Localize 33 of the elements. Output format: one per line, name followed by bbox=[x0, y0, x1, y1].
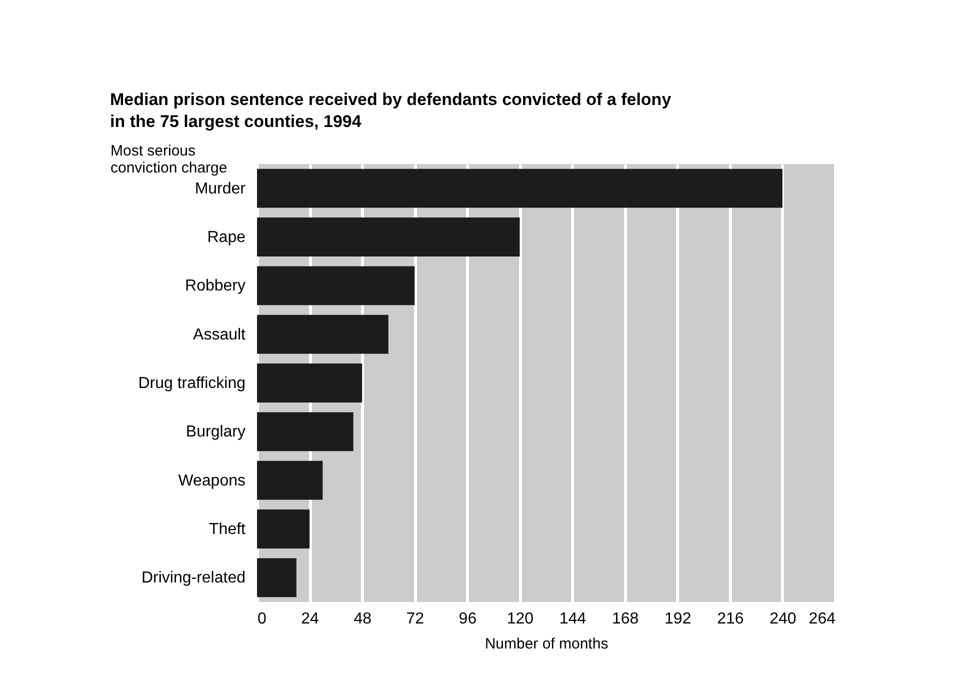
x-tick-label: 168 bbox=[612, 610, 639, 628]
x-tick-label: 120 bbox=[506, 610, 534, 628]
x-tick-label: 192 bbox=[664, 610, 692, 628]
x-tick-label: 0 bbox=[258, 610, 266, 628]
bar bbox=[257, 364, 362, 402]
bar bbox=[257, 314, 388, 354]
bar bbox=[257, 218, 520, 256]
bar bbox=[257, 510, 310, 548]
chart-title: Median prison sentence received by defendants convicted of a felony in the 75 largest counties, 1994 bbox=[110, 90, 672, 131]
x-axis-title: Number of months bbox=[484, 636, 608, 652]
x-tick-label: 216 bbox=[717, 610, 744, 628]
x-tick-label: 144 bbox=[559, 610, 586, 628]
y-tick-label: Robbery bbox=[185, 278, 246, 295]
bar bbox=[257, 558, 296, 598]
x-tick-label: 96 bbox=[458, 610, 477, 628]
x-tick-label: 264 bbox=[808, 610, 836, 628]
x-tick-label: 48 bbox=[354, 610, 372, 628]
y-tick-label: Rape bbox=[207, 229, 246, 246]
y-tick-label: Weapons bbox=[178, 472, 246, 490]
y-tick-label: Burglary bbox=[186, 424, 246, 441]
x-tick-label: 24 bbox=[301, 610, 320, 628]
x-tick-label: 72 bbox=[406, 610, 424, 628]
y-tick-label: Assault bbox=[193, 326, 246, 344]
bar bbox=[257, 412, 354, 452]
bar bbox=[257, 460, 323, 500]
y-tick-label: Driving-related bbox=[141, 570, 246, 587]
bar bbox=[257, 168, 782, 208]
y-tick-label: Murder bbox=[194, 180, 246, 198]
y-tick-label: Theft bbox=[209, 521, 246, 538]
y-tick-label: Drug trafficking bbox=[138, 375, 246, 392]
x-tick-label: 240 bbox=[770, 610, 796, 628]
y-axis-title: Most serious conviction charge bbox=[110, 142, 228, 176]
bar bbox=[257, 266, 415, 306]
